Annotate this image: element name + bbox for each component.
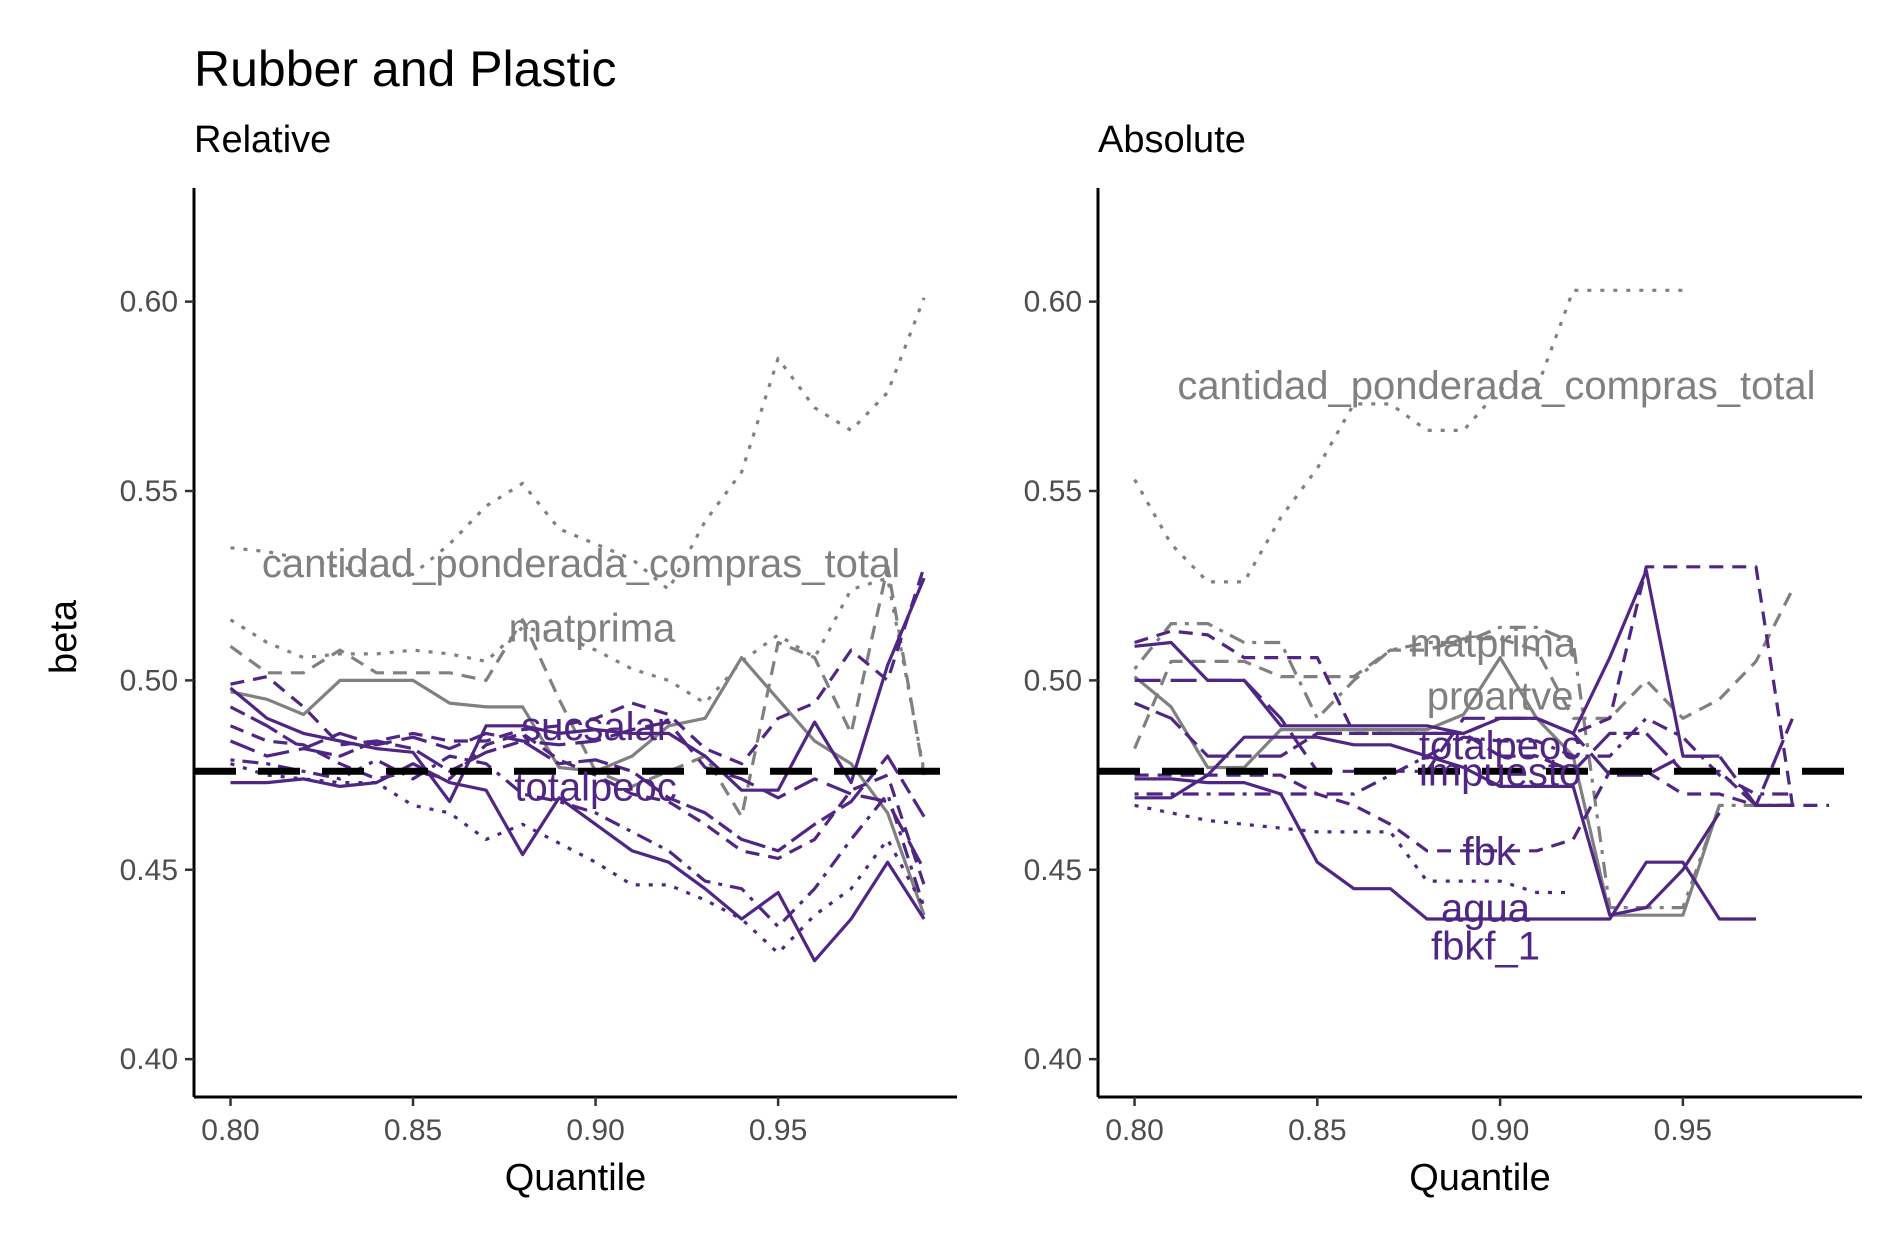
series-label: agua [1441,887,1531,931]
series-line [230,754,926,929]
y-tick-label: 0.60 [120,286,178,319]
series-line [1134,777,1756,921]
series-line [230,762,926,955]
y-tick-label: 0.40 [1024,1043,1082,1076]
series-label: impuesto [1419,750,1581,794]
series-line [229,705,926,853]
panel-subtitle: Absolute [1098,119,1246,161]
x-axis-title: Quantile [1409,1157,1551,1199]
x-tick-label: 0.85 [1288,1114,1346,1147]
series-label: cantidad_ponderada_compras_total [262,542,900,586]
y-axis-title: beta [43,599,85,674]
series-label: totalpeoc [1419,724,1581,768]
x-tick-label: 0.80 [201,1114,259,1147]
y-tick-label: 0.55 [120,475,178,508]
series-line [230,762,926,963]
series-label: matprima [509,606,676,650]
series-label: totalpeoc [514,765,676,809]
series-line [1133,655,1721,917]
series-label: cantidad_ponderada_compras_total [1177,364,1815,408]
y-tick-label: 0.45 [1024,854,1082,887]
series-line [229,577,926,804]
y-tick-label: 0.40 [120,1043,178,1076]
y-tick-label: 0.60 [1024,286,1082,319]
series-label: proartve [1427,675,1574,719]
panels: Relative cantidad_ponderada_compras_total… [120,119,1862,1199]
series-line [229,724,926,886]
series-line [1134,803,1574,895]
series-line [1133,288,1683,584]
y-tick-label: 0.50 [1024,664,1082,697]
series-line [230,297,926,592]
x-tick-label: 0.90 [1471,1114,1529,1147]
x-axis-title: Quantile [505,1157,647,1199]
series-line [1133,621,1793,910]
series-line [229,576,926,772]
x-tick-label: 0.95 [1654,1114,1712,1147]
x-tick-label: 0.85 [384,1114,442,1147]
series-line [1134,769,1793,853]
series-line [1134,716,1793,796]
chart-title: Rubber and Plastic [194,41,616,97]
series-line [1134,678,1793,808]
panel-subtitle: Relative [194,119,331,161]
series-line [1134,735,1721,917]
series-label: matprima [1409,622,1576,666]
y-tick-label: 0.50 [120,664,178,697]
series-label: fbk [1462,830,1516,874]
series-label: sucsalar [521,705,670,749]
y-tick-label: 0.55 [1024,475,1082,508]
x-tick-label: 0.80 [1105,1114,1163,1147]
y-tick-label: 0.45 [120,854,178,887]
series-line [229,720,926,871]
panel-absolute: Absolute cantidad_ponderada_compras_total… [1024,119,1862,1199]
series-line [230,566,926,766]
series-line [1133,588,1794,750]
panel-relative: Relative cantidad_ponderada_compras_total… [120,119,957,1199]
x-tick-label: 0.90 [566,1114,624,1147]
series-label: fbkf_1 [1431,925,1540,969]
x-tick-label: 0.95 [749,1114,807,1147]
